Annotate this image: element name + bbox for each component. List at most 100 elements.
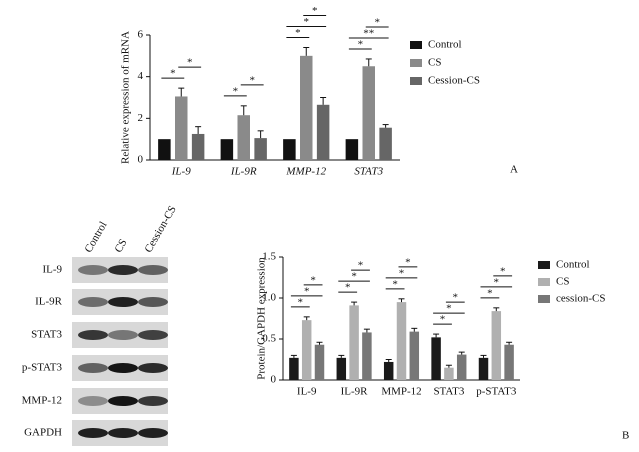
legend-swatch <box>538 261 550 269</box>
y-axis-label: Relative expression of mRNA <box>120 31 132 164</box>
legend-swatch <box>538 295 550 303</box>
x-tick-label: IL-9R <box>341 386 369 398</box>
blot-row-label: GAPDH <box>24 427 62 439</box>
legend-label: Control <box>428 39 462 51</box>
significance-label: * <box>304 285 310 297</box>
blot-row-label: MMP-12 <box>22 395 62 407</box>
blot-band <box>78 330 108 340</box>
blot-band <box>108 330 138 340</box>
legend-label: cession-CS <box>556 293 606 305</box>
significance-label: * <box>374 16 380 28</box>
significance-label: * <box>312 5 318 17</box>
significance-label: * <box>494 276 500 288</box>
y-axis-label: Protein/GAPDH expression <box>256 257 268 380</box>
blot-band <box>108 396 138 406</box>
significance-label: * <box>298 296 304 308</box>
legend-swatch <box>538 278 550 286</box>
bar <box>289 357 299 380</box>
significance-label: ** <box>363 27 374 39</box>
bar <box>301 320 312 380</box>
blot-band <box>78 396 108 406</box>
blot-band <box>138 363 168 373</box>
y-tick-label: 2 <box>138 112 144 124</box>
blot-column-label: Cession-CS <box>142 204 178 255</box>
y-tick-label: 1.0 <box>262 292 276 304</box>
bar <box>396 302 407 380</box>
legend-label: Cession-CS <box>428 75 480 87</box>
legend-label: CS <box>428 57 441 69</box>
bar <box>504 344 514 380</box>
bar <box>191 133 205 160</box>
bar <box>314 344 325 380</box>
significance-label: * <box>500 265 506 277</box>
blot-band <box>138 265 168 275</box>
bar <box>379 127 392 160</box>
x-tick-label: STAT3 <box>354 166 383 178</box>
significance-label: * <box>440 314 446 326</box>
y-tick-label: 1.5 <box>262 251 276 263</box>
bar <box>491 311 502 380</box>
significance-label: * <box>392 278 398 290</box>
significance-label: * <box>310 274 316 286</box>
bar <box>456 354 467 380</box>
y-tick-label: 6 <box>138 29 144 41</box>
significance-label: * <box>358 38 364 50</box>
bar <box>336 357 347 380</box>
blot-band <box>138 330 168 340</box>
blot-band <box>78 428 108 438</box>
x-tick-label: IL-9R <box>230 166 257 178</box>
blot-band <box>138 428 168 438</box>
bar <box>345 139 359 160</box>
bar <box>383 361 394 380</box>
bar <box>220 139 234 160</box>
blot-band <box>78 297 108 307</box>
x-tick-label: p-STAT3 <box>476 386 517 398</box>
significance-label: * <box>453 292 459 304</box>
significance-label: * <box>358 260 364 272</box>
significance-label: * <box>187 57 193 69</box>
bar <box>175 96 188 160</box>
bar <box>409 331 420 380</box>
legend-swatch <box>410 59 422 67</box>
x-tick-label: IL-9 <box>171 166 191 178</box>
blot-band <box>108 363 138 373</box>
blot-band <box>108 265 138 275</box>
bar <box>478 357 489 380</box>
blot-band <box>138 396 168 406</box>
legend-label: CS <box>556 276 569 288</box>
western-blot: Control CS Cession-CS IL-9 IL-9R STAT3 p-STAT3… <box>22 204 179 446</box>
blot-column-label: CS <box>112 237 129 255</box>
panel-label: B <box>622 430 629 442</box>
x-tick-label: IL-9 <box>297 386 317 398</box>
blot-row-label: p-STAT3 <box>22 362 63 374</box>
blot-row-label: STAT3 <box>31 329 62 341</box>
significance-label: * <box>233 85 239 97</box>
significance-label: * <box>345 282 351 294</box>
blot-band <box>78 265 108 275</box>
significance-label: * <box>304 16 310 28</box>
blot-column-label: Control <box>82 220 109 255</box>
x-tick-label: STAT3 <box>433 386 464 398</box>
bar <box>158 139 171 160</box>
significance-label: * <box>351 271 357 283</box>
blot-row-label: IL-9 <box>42 264 62 276</box>
legend-swatch <box>410 41 422 49</box>
blot-row-label: IL-9R <box>35 296 63 308</box>
significance-label: * <box>249 74 255 86</box>
bar <box>237 115 250 160</box>
blot-band <box>78 363 108 373</box>
blot-band <box>138 297 168 307</box>
bar <box>300 55 313 161</box>
x-tick-label: MMP-12 <box>285 166 326 178</box>
panel-label: A <box>510 164 518 176</box>
y-tick-label: 4 <box>138 70 144 82</box>
significance-label: * <box>399 267 405 279</box>
y-tick-label: 0 <box>271 374 277 386</box>
bar <box>444 367 454 380</box>
bar <box>316 104 330 160</box>
significance-label: * <box>405 256 411 268</box>
legend-swatch <box>410 77 422 85</box>
x-tick-label: MMP-12 <box>381 386 421 398</box>
bar <box>431 337 441 380</box>
